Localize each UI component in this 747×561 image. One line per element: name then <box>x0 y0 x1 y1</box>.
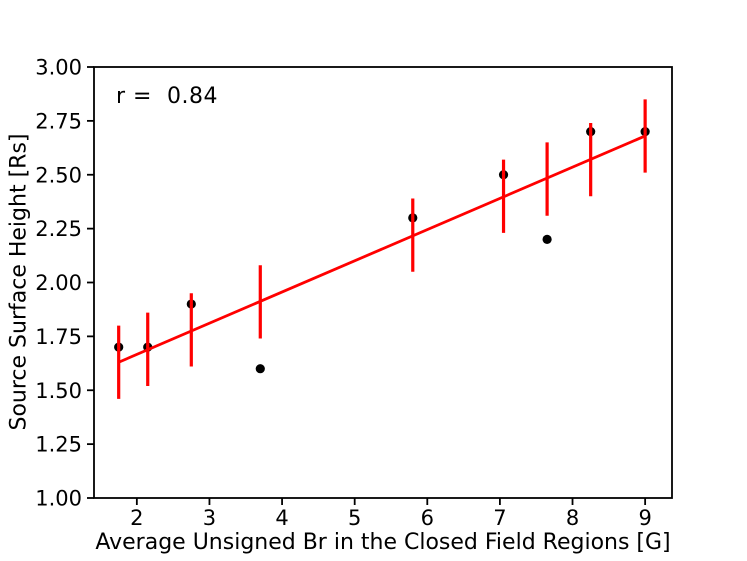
x-axis-label: Average Unsigned Br in the Closed Field … <box>95 530 671 555</box>
y-tick-label: 1.50 <box>35 379 82 403</box>
x-tick-label: 9 <box>638 506 651 530</box>
x-tick-label: 3 <box>203 506 216 530</box>
y-tick-label: 2.25 <box>35 217 82 241</box>
y-tick-label: 1.25 <box>35 433 82 457</box>
data-point <box>542 234 552 244</box>
y-tick-label: 3.00 <box>35 56 82 80</box>
x-tick-label: 6 <box>421 506 434 530</box>
x-tick-label: 4 <box>275 506 288 530</box>
y-tick-label: 1.00 <box>35 487 82 511</box>
x-tick-label: 5 <box>348 506 361 530</box>
x-tick-label: 8 <box>566 506 579 530</box>
x-tick-label: 7 <box>493 506 506 530</box>
plot-border <box>93 66 673 499</box>
correlation-annotation: r = 0.84 <box>116 84 218 109</box>
y-tick-label: 1.75 <box>35 325 82 349</box>
y-tick-label: 2.75 <box>35 109 82 133</box>
y-axis-label: Source Surface Height [Rs] <box>6 133 32 431</box>
data-point <box>255 364 265 374</box>
x-tick-label: 2 <box>130 506 143 530</box>
y-tick-label: 2.50 <box>35 163 82 187</box>
y-tick-label: 2.00 <box>35 271 82 295</box>
fit-line <box>118 134 646 364</box>
